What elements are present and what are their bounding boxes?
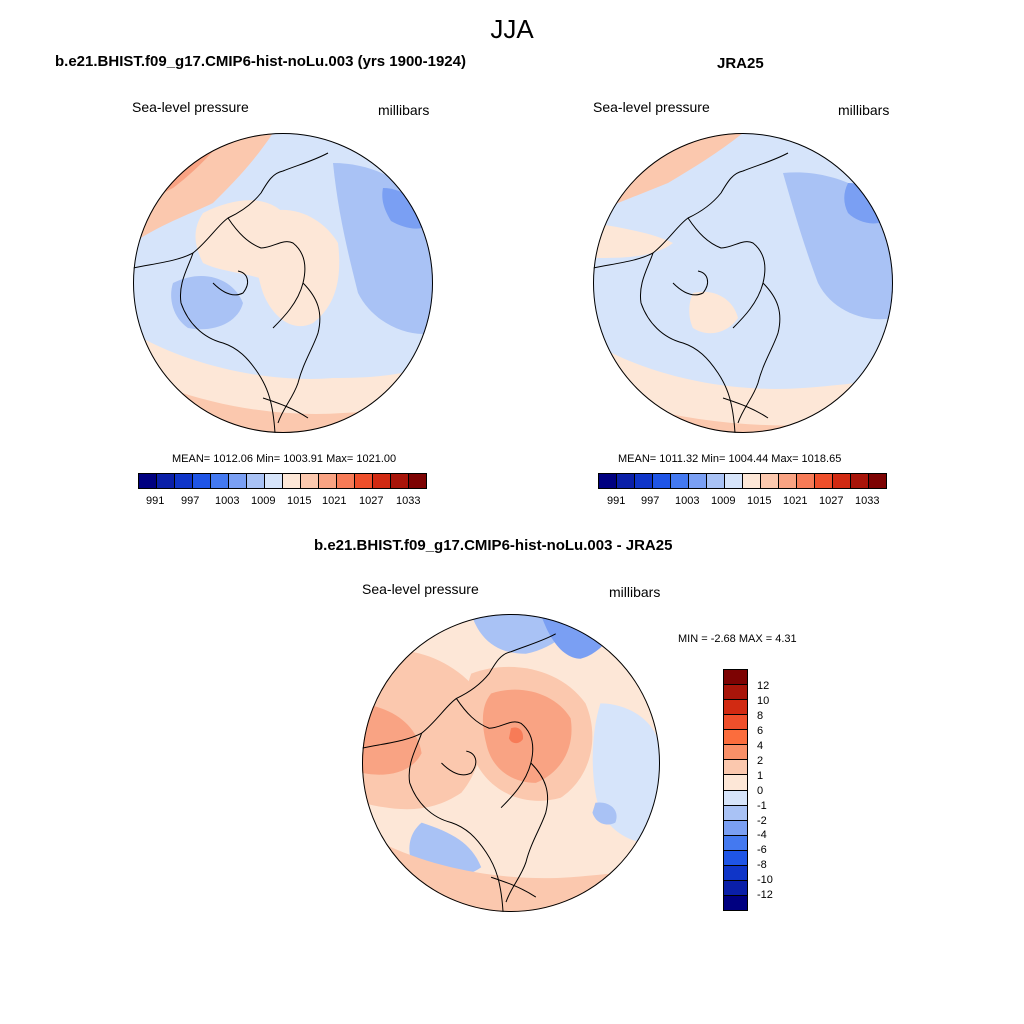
colorbar-swatch xyxy=(247,474,265,488)
colorbar-swatch xyxy=(229,474,247,488)
colorbar-swatch xyxy=(373,474,391,488)
colorbar-swatch xyxy=(833,474,851,488)
colorbar-tick-label: 1 xyxy=(757,770,764,782)
colorbar-swatch xyxy=(409,474,426,488)
colorbar-tick-label: 2 xyxy=(757,755,764,767)
colorbar-tick-label: -10 xyxy=(757,874,773,886)
colorbar-swatch xyxy=(193,474,211,488)
colorbar-tick-label: 1003 xyxy=(675,495,700,507)
panel-3-stats: MIN = -2.68 MAX = 4.31 xyxy=(678,633,797,645)
colorbar-swatch xyxy=(779,474,797,488)
colorbar-swatch xyxy=(175,474,193,488)
panel-1-units-label: millibars xyxy=(378,102,430,118)
colorbar-swatch xyxy=(157,474,175,488)
colorbar-tick-label: 991 xyxy=(146,495,165,507)
colorbar-swatch xyxy=(617,474,635,488)
colorbar-swatch xyxy=(635,474,653,488)
colorbar-swatch xyxy=(724,865,747,881)
panel-2-variable-label: Sea-level pressure xyxy=(593,99,710,115)
panel-3-units-label: millibars xyxy=(609,584,661,600)
colorbar-tick-label: 1033 xyxy=(396,495,421,507)
colorbar-swatch xyxy=(653,474,671,488)
colorbar-tick-label: 10 xyxy=(757,695,770,707)
colorbar-tick-label: 1027 xyxy=(819,495,844,507)
colorbar-swatch xyxy=(689,474,707,488)
colorbar-swatch xyxy=(761,474,779,488)
panel-2-stats: MEAN= 1011.32 Min= 1004.44 Max= 1018.65 xyxy=(618,453,842,465)
panel-2-colorbar xyxy=(598,473,887,489)
colorbar-swatch xyxy=(211,474,229,488)
colorbar-swatch xyxy=(724,745,747,761)
panel-1-variable-label: Sea-level pressure xyxy=(132,99,249,115)
colorbar-tick-label: -2 xyxy=(757,815,767,827)
colorbar-tick-label: 12 xyxy=(757,680,770,692)
colorbar-tick-label: 1003 xyxy=(215,495,240,507)
colorbar-tick-label: 997 xyxy=(181,495,200,507)
colorbar-swatch xyxy=(724,805,747,821)
colorbar-tick-label: 1021 xyxy=(322,495,347,507)
page-title: JJA xyxy=(490,14,534,44)
panel-3-polar-map xyxy=(362,614,660,912)
colorbar-swatch xyxy=(283,474,301,488)
colorbar-swatch xyxy=(797,474,815,488)
colorbar-swatch xyxy=(301,474,319,488)
colorbar-swatch xyxy=(743,474,761,488)
colorbar-swatch xyxy=(724,835,747,851)
colorbar-tick-label: 1015 xyxy=(287,495,312,507)
colorbar-tick-label: 4 xyxy=(757,740,764,752)
colorbar-tick-label: -4 xyxy=(757,829,767,841)
colorbar-tick-label: 8 xyxy=(757,710,764,722)
colorbar-swatch xyxy=(139,474,157,488)
colorbar-swatch xyxy=(724,670,747,686)
panel-2-title: JRA25 xyxy=(717,55,764,72)
colorbar-tick-label: 0 xyxy=(757,785,764,797)
panel-1-polar-map xyxy=(133,133,433,433)
colorbar-swatch xyxy=(724,730,747,746)
panel-2-polar-map xyxy=(593,133,893,433)
colorbar-tick-label: 1009 xyxy=(251,495,276,507)
colorbar-swatch xyxy=(319,474,337,488)
colorbar-swatch xyxy=(355,474,373,488)
colorbar-swatch xyxy=(724,685,747,701)
colorbar-swatch xyxy=(724,880,747,896)
panel-3-colorbar xyxy=(723,669,748,911)
colorbar-tick-label: 1009 xyxy=(711,495,736,507)
colorbar-swatch xyxy=(599,474,617,488)
colorbar-swatch xyxy=(815,474,833,488)
colorbar-tick-label: 997 xyxy=(641,495,660,507)
colorbar-swatch xyxy=(869,474,886,488)
colorbar-tick-label: -8 xyxy=(757,859,767,871)
colorbar-swatch xyxy=(724,850,747,866)
panel-2-units-label: millibars xyxy=(838,102,890,118)
colorbar-swatch xyxy=(851,474,869,488)
colorbar-swatch xyxy=(391,474,409,488)
colorbar-swatch xyxy=(724,715,747,731)
colorbar-swatch xyxy=(707,474,725,488)
panel-1-stats: MEAN= 1012.06 Min= 1003.91 Max= 1021.00 xyxy=(172,453,397,465)
colorbar-tick-label: 1027 xyxy=(359,495,384,507)
panel-1-colorbar xyxy=(138,473,427,489)
colorbar-swatch xyxy=(265,474,283,488)
colorbar-tick-label: 6 xyxy=(757,725,764,737)
panel-3-variable-label: Sea-level pressure xyxy=(362,581,479,597)
colorbar-swatch xyxy=(724,775,747,791)
colorbar-swatch xyxy=(337,474,355,488)
colorbar-tick-label: -12 xyxy=(757,889,773,901)
colorbar-tick-label: 991 xyxy=(607,495,626,507)
panel-3-title: b.e21.BHIST.f09_g17.CMIP6-hist-noLu.003 … xyxy=(314,537,673,554)
colorbar-swatch xyxy=(724,820,747,836)
colorbar-swatch xyxy=(724,760,747,776)
colorbar-tick-label: 1015 xyxy=(747,495,772,507)
colorbar-swatch xyxy=(671,474,689,488)
colorbar-swatch xyxy=(724,790,747,806)
colorbar-swatch xyxy=(724,895,747,910)
colorbar-tick-label: -1 xyxy=(757,800,767,812)
colorbar-swatch xyxy=(725,474,743,488)
colorbar-tick-label: 1033 xyxy=(855,495,880,507)
panel-1-title: b.e21.BHIST.f09_g17.CMIP6-hist-noLu.003 … xyxy=(55,53,466,70)
colorbar-tick-label: -6 xyxy=(757,844,767,856)
colorbar-tick-label: 1021 xyxy=(783,495,808,507)
colorbar-swatch xyxy=(724,700,747,716)
